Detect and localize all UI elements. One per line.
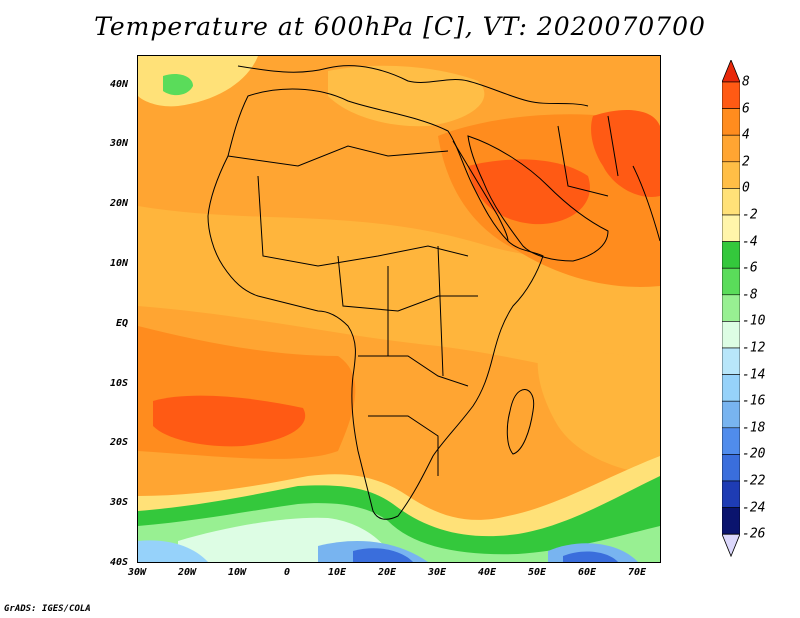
temperature-field (138, 56, 660, 562)
colorbar-label: -20 (742, 446, 766, 462)
colorbar (722, 60, 740, 557)
field-zone-south-core-mid (353, 548, 413, 562)
colorbar-label: -26 (742, 526, 766, 542)
colorbar-box (722, 347, 740, 375)
colorbar-label: 4 (742, 127, 750, 143)
lon-label-30e: 30E (427, 567, 447, 578)
colorbar-box (722, 480, 740, 508)
colorbar-label: -22 (742, 473, 766, 489)
lat-label-10s: 10S (109, 378, 128, 389)
field-zone-south-core-east (563, 551, 618, 562)
colorbar-label: 8 (742, 74, 750, 90)
colorbar-box (722, 81, 740, 109)
colorbar-box (722, 507, 740, 535)
lon-label-40e: 40E (477, 567, 497, 578)
colorbar-label: 0 (742, 180, 750, 196)
colorbar-box (722, 400, 740, 429)
chart-title: Temperature at 600hPa [C], VT: 202007070… (94, 12, 706, 41)
lat-label-eq: EQ (115, 318, 128, 329)
africa-coast (207, 88, 544, 520)
lon-label-20w: 20W (177, 567, 197, 578)
red-sea-coast (452, 140, 509, 242)
colorbar-box (722, 214, 740, 242)
field-zone-south-blue-west (138, 540, 208, 562)
coastlines (207, 65, 660, 520)
colorbar-label: -14 (742, 367, 766, 383)
colorbar-box (722, 374, 740, 402)
field-zone-iran-core (591, 110, 660, 197)
field-zone-mediterranean (328, 65, 485, 127)
lon-label-0: 0 (283, 567, 291, 578)
lon-label-10w: 10W (227, 567, 247, 578)
colorbar-box (722, 188, 740, 216)
colorbar-label: -16 (742, 393, 766, 409)
border-central (337, 255, 478, 312)
colorbar-label: -8 (742, 287, 758, 303)
lat-label-10n: 10N (109, 258, 128, 269)
border-south-central (358, 355, 469, 387)
europe-coast (237, 65, 589, 107)
field-zone-north-atlantic (138, 56, 258, 107)
border-north-africa (227, 145, 449, 167)
colorbar-label: -6 (742, 260, 758, 276)
madagascar-coast (506, 389, 535, 455)
colorbar-label: -4 (742, 234, 758, 250)
lat-label-30n: 30N (109, 138, 128, 149)
colorbar-box (722, 161, 740, 189)
border-middle-east (557, 115, 619, 197)
colorbar-label: 6 (742, 101, 750, 117)
colorbar-label: -10 (742, 313, 766, 329)
lon-label-30w: 30W (127, 567, 147, 578)
colorbar-box (722, 241, 740, 269)
colorbar-label: 2 (742, 154, 750, 170)
credit-text: GrADS: IGES/COLA (4, 604, 91, 614)
colorbar-box (722, 267, 740, 296)
colorbar-box (722, 454, 740, 482)
lat-label-40n: 40N (109, 79, 128, 90)
colorbar-cap-bottom (722, 533, 740, 557)
colorbar-box (722, 134, 740, 163)
colorbar-label: -2 (742, 207, 758, 223)
lon-label-50e: 50E (527, 567, 547, 578)
colorbar-label: -24 (742, 500, 766, 516)
colorbar-label: -12 (742, 340, 766, 356)
border-southern (368, 415, 439, 476)
lon-label-10e: 10E (327, 567, 347, 578)
lat-label-20s: 20S (109, 437, 128, 448)
colorbar-box (722, 427, 740, 455)
lon-label-20e: 20E (377, 567, 397, 578)
colorbar-box (722, 108, 740, 136)
lat-label-30s: 30S (109, 497, 128, 508)
field-zone-south-atlantic-core (153, 395, 306, 447)
field-zone-indian-ocean (537, 351, 660, 476)
border-meridians (387, 245, 444, 377)
field-zone-sahel (138, 206, 660, 386)
lon-label-60e: 60E (577, 567, 597, 578)
arabia-coast (467, 135, 609, 262)
india-coast (632, 165, 660, 242)
lat-label-40s: 40S (109, 557, 128, 568)
colorbar-box (722, 321, 740, 349)
map-panel (137, 55, 661, 563)
field-zone-arabia-core (468, 159, 590, 225)
lat-label-20n: 20N (109, 198, 128, 209)
border-sahel (257, 175, 469, 267)
colorbar-label: -18 (742, 420, 766, 436)
field-zone-cold-cell (163, 74, 193, 96)
colorbar-box (722, 294, 740, 322)
lon-label-70e: 70E (627, 567, 647, 578)
colorbar-cap-top (722, 60, 740, 83)
